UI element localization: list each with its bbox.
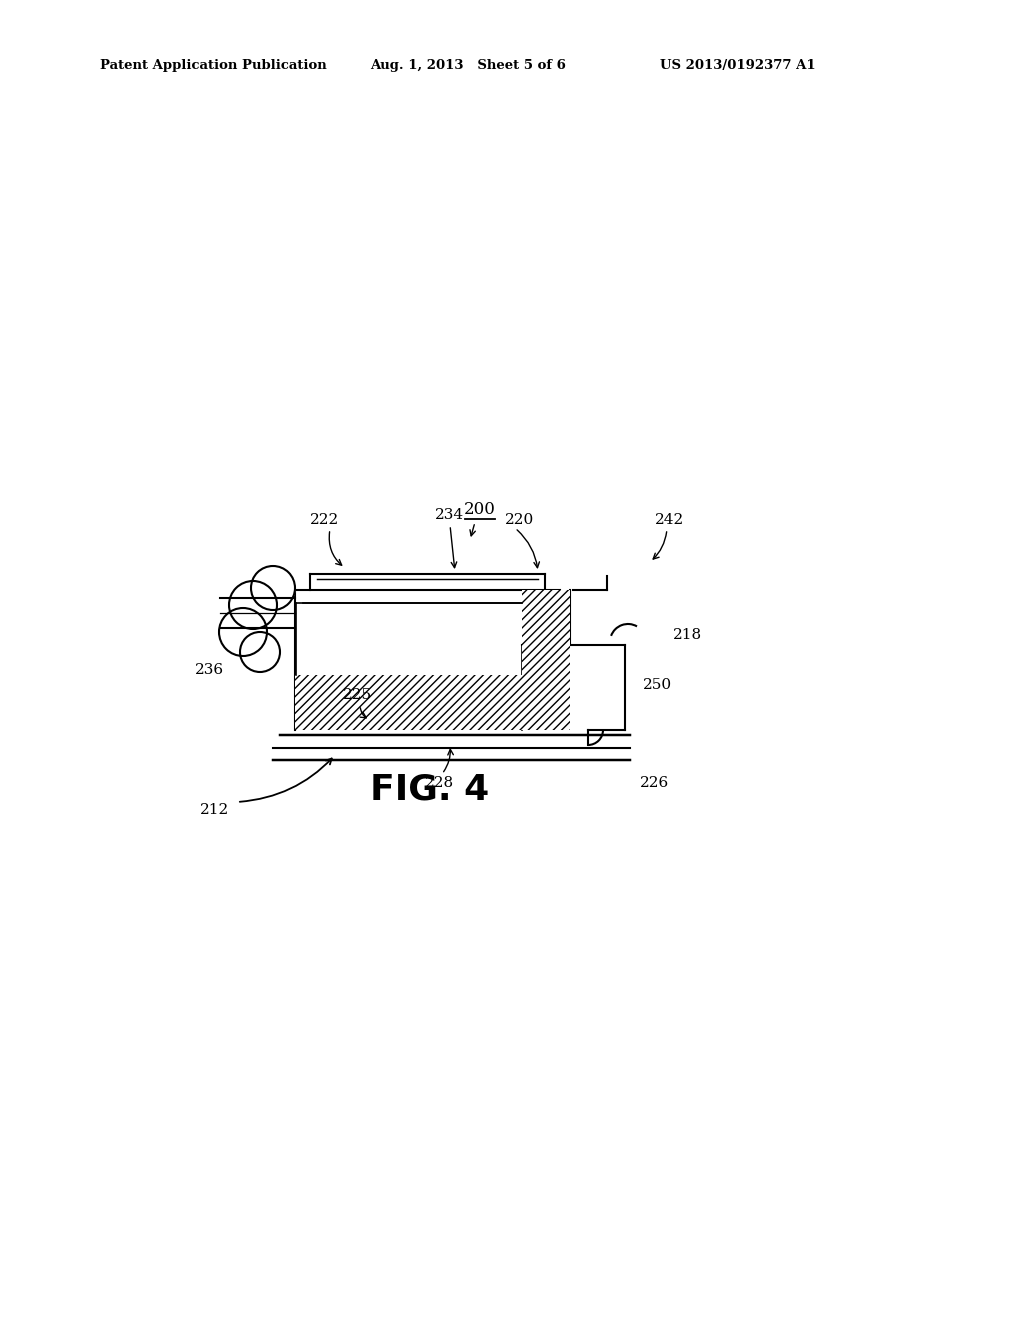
Circle shape (240, 632, 280, 672)
Text: US 2013/0192377 A1: US 2013/0192377 A1 (660, 58, 816, 71)
Text: 220: 220 (506, 513, 535, 527)
Text: 242: 242 (655, 513, 685, 527)
Text: 212: 212 (201, 803, 229, 817)
Text: 228: 228 (425, 776, 455, 789)
Circle shape (251, 566, 295, 610)
Text: 236: 236 (196, 663, 224, 677)
Text: Aug. 1, 2013   Sheet 5 of 6: Aug. 1, 2013 Sheet 5 of 6 (370, 58, 566, 71)
Text: 218: 218 (673, 628, 702, 642)
Text: 225: 225 (342, 688, 372, 702)
Text: Patent Application Publication: Patent Application Publication (100, 58, 327, 71)
Circle shape (229, 581, 278, 630)
Text: 200: 200 (464, 502, 496, 519)
Bar (295, 675, 522, 730)
Text: 226: 226 (640, 776, 670, 789)
Circle shape (219, 609, 267, 656)
Text: FIG. 4: FIG. 4 (371, 774, 489, 807)
Bar (522, 590, 570, 730)
Text: 250: 250 (643, 678, 672, 692)
Text: 234: 234 (435, 508, 465, 521)
Text: 222: 222 (310, 513, 340, 527)
